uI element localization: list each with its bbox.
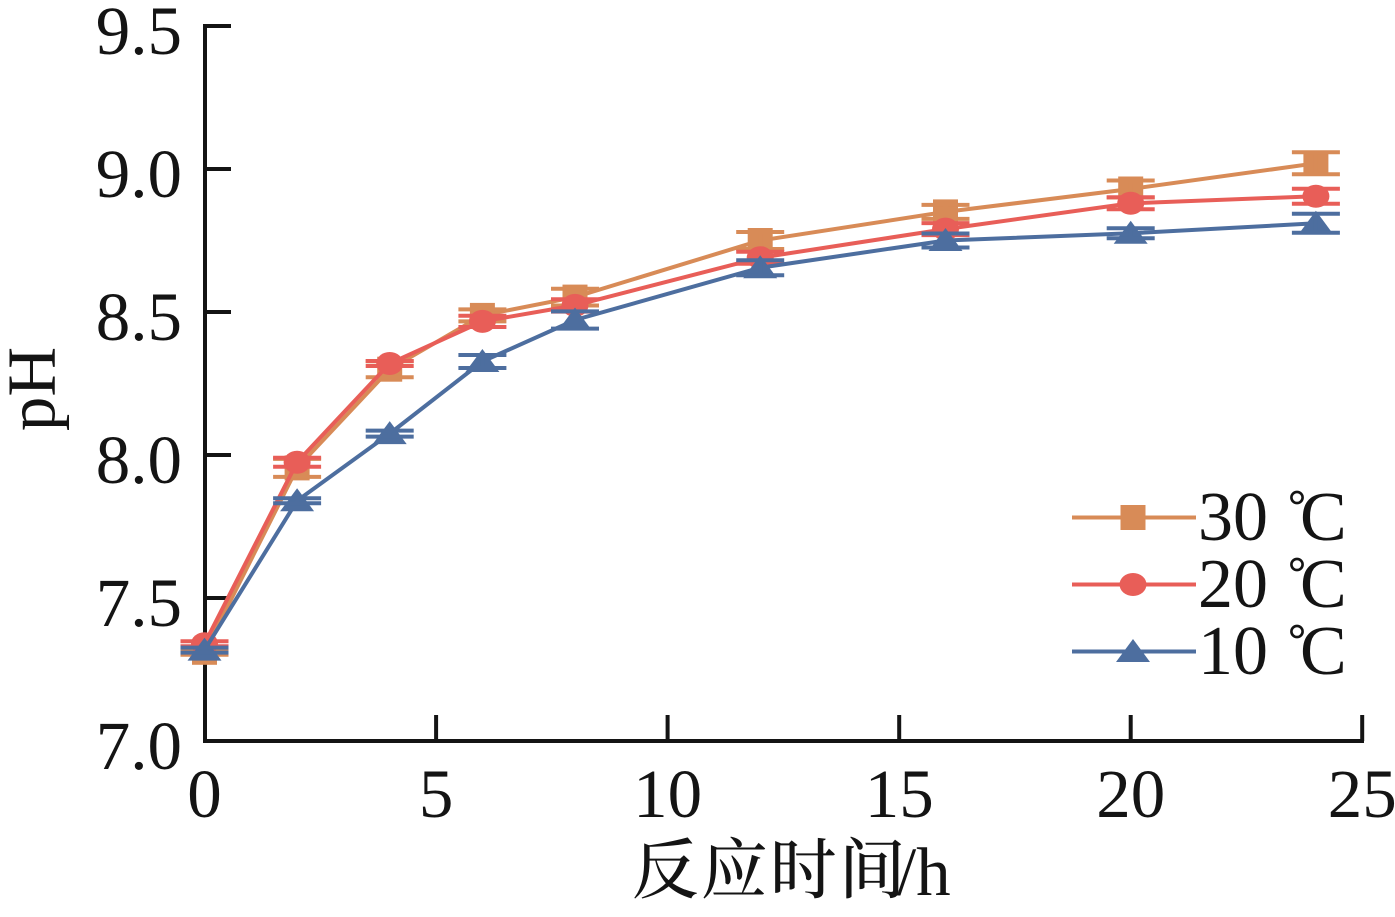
svg-text:5: 5 bbox=[419, 756, 454, 832]
svg-text:/h: /h bbox=[897, 834, 951, 910]
svg-text:C: C bbox=[1300, 546, 1347, 623]
svg-text:0: 0 bbox=[187, 756, 222, 832]
svg-text:20: 20 bbox=[1096, 756, 1165, 832]
svg-text:20: 20 bbox=[1198, 546, 1268, 623]
svg-text:15: 15 bbox=[865, 756, 934, 832]
svg-text:7.0: 7.0 bbox=[96, 708, 182, 784]
svg-text:9.5: 9.5 bbox=[96, 0, 182, 69]
svg-text:25: 25 bbox=[1328, 756, 1395, 832]
svg-text:8.0: 8.0 bbox=[96, 422, 182, 498]
svg-text:7.5: 7.5 bbox=[96, 565, 182, 641]
svg-text:8.5: 8.5 bbox=[96, 279, 182, 355]
svg-text:C: C bbox=[1300, 613, 1347, 690]
svg-text:30: 30 bbox=[1198, 479, 1268, 556]
svg-text:C: C bbox=[1300, 479, 1347, 556]
svg-text:10: 10 bbox=[633, 756, 702, 832]
svg-text:10: 10 bbox=[1198, 613, 1268, 690]
svg-text:pH: pH bbox=[0, 347, 70, 431]
svg-text:9.0: 9.0 bbox=[96, 136, 182, 212]
